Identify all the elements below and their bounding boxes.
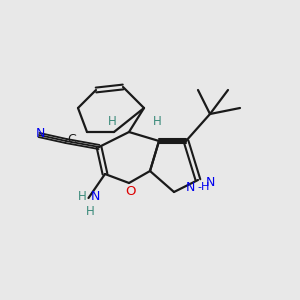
Text: -H: -H: [198, 182, 210, 193]
Text: H: H: [86, 205, 95, 218]
Text: H: H: [153, 115, 162, 128]
Text: C: C: [67, 133, 76, 146]
Text: N: N: [205, 176, 215, 190]
Text: H: H: [78, 190, 87, 203]
Text: O: O: [125, 185, 136, 198]
Text: N: N: [186, 181, 195, 194]
Text: H: H: [108, 115, 117, 128]
Text: N: N: [36, 127, 45, 140]
Text: N: N: [90, 190, 100, 203]
